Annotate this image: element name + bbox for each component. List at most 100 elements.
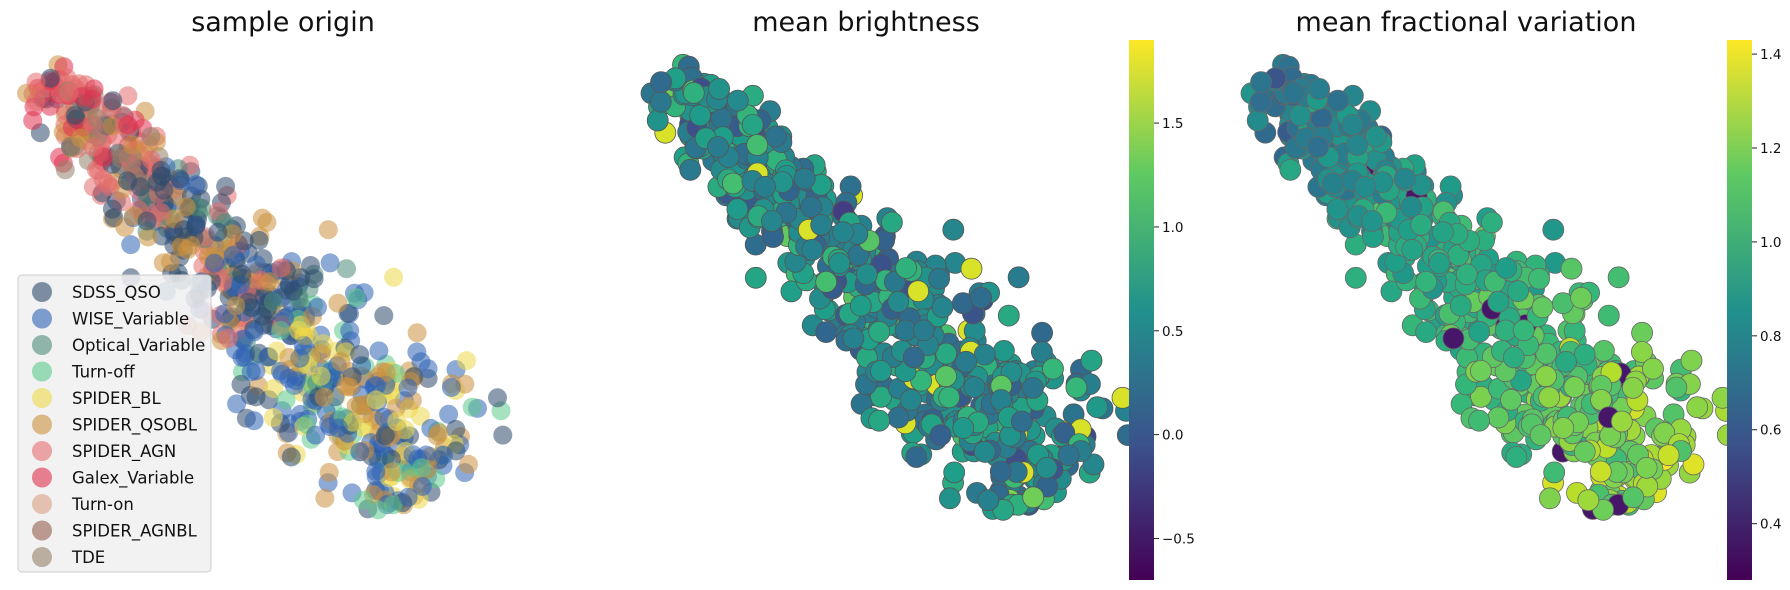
legend-marker: [32, 494, 52, 514]
scatter-point: [412, 477, 432, 496]
colorbar-tick-label: 0.8: [1760, 329, 1781, 345]
scatter-point: [315, 488, 335, 508]
scatter-point: [1415, 321, 1437, 344]
scatter-point: [943, 461, 966, 484]
scatter-point: [1593, 339, 1615, 362]
scatter-point: [1531, 296, 1554, 319]
scatter-point: [902, 346, 925, 369]
scatter-point: [318, 220, 338, 240]
scatter-point: [283, 281, 303, 301]
scatter-point: [232, 264, 252, 284]
scatter-point: [1631, 321, 1653, 344]
scatter-point: [222, 224, 242, 244]
scatter-point: [384, 267, 404, 287]
scatter-point: [366, 462, 386, 481]
scatter-point: [122, 135, 142, 155]
scatter-point: [1468, 320, 1491, 343]
scatter-point: [337, 259, 356, 279]
scatter-point: [1468, 409, 1490, 432]
scatter-point: [689, 104, 711, 127]
scatter-point: [263, 292, 283, 312]
scatter-point: [244, 322, 264, 342]
scatter-point: [374, 306, 394, 326]
scatter-point: [741, 114, 764, 136]
scatter-point: [912, 319, 935, 342]
scatter-point: [707, 136, 729, 158]
scatter-point: [311, 344, 331, 364]
colorbar-tick-label: 0.4: [1760, 517, 1781, 533]
scatter-point: [905, 446, 928, 468]
scatter-point: [989, 460, 1012, 483]
scatter-point: [1589, 460, 1612, 483]
colorbar-tick-label: 1.2: [1760, 141, 1781, 157]
scatter-point: [130, 177, 150, 197]
colorbar-tick-label: 0.5: [1162, 324, 1183, 340]
scatter-point: [1432, 221, 1454, 244]
scatter-point: [1686, 396, 1709, 419]
chart-title: mean fractional variation: [1296, 7, 1637, 38]
scatter-point: [870, 359, 892, 382]
scatter-point: [412, 458, 432, 478]
scatter-point: [744, 266, 767, 289]
scatter-point: [938, 386, 961, 409]
scatter-point: [900, 388, 922, 411]
scatter-point: [264, 379, 284, 399]
scatter-point: [815, 321, 837, 344]
scatter-point: [293, 335, 313, 355]
legend-marker: [32, 520, 52, 541]
scatter-point: [231, 374, 251, 394]
panel-sample-origin: sample origin SDSS_QSO WISE_Variable Optic…: [17, 7, 513, 573]
scatter-point: [1597, 304, 1620, 327]
legend-marker: [32, 335, 52, 355]
scatter-point: [1481, 211, 1503, 234]
scatter-point: [26, 92, 46, 112]
colorbar-tick-label: 1.0: [1162, 220, 1183, 236]
colorbar-tick-label: 0.0: [1162, 428, 1183, 444]
scatter-point: [366, 376, 386, 396]
scatter-point: [218, 328, 238, 348]
scatter-point: [977, 489, 1000, 512]
scatter-point: [286, 371, 306, 391]
legend-label: SPIDER_QSOBL: [72, 416, 198, 436]
scatter-point: [462, 397, 482, 417]
scatter-point: [176, 197, 196, 217]
scatter-points: [1240, 53, 1739, 521]
scatter-point: [249, 230, 269, 250]
scatter-point: [83, 137, 103, 157]
scatter-point: [304, 269, 324, 289]
scatter-point: [23, 111, 43, 130]
scatter-point: [459, 454, 478, 474]
scatter-point: [137, 211, 157, 231]
scatter-point: [340, 321, 360, 341]
scatter-point: [246, 255, 266, 275]
scatter-point: [1529, 424, 1552, 447]
colorbar-tick-label: 1.0: [1760, 235, 1781, 251]
scatter-point: [383, 495, 403, 515]
scatter-point: [1042, 357, 1064, 380]
scatter-point: [457, 351, 476, 371]
scatter-point: [1354, 175, 1376, 198]
scatter-point: [1642, 357, 1664, 380]
scatter-point: [1495, 257, 1517, 279]
scatter-point: [227, 394, 247, 414]
scatter-point: [855, 263, 878, 286]
scatter-point: [368, 500, 388, 520]
scatter-point: [895, 257, 917, 279]
scatter-point: [102, 199, 122, 219]
scatter-point: [1552, 292, 1574, 315]
scatter-point: [308, 297, 327, 317]
scatter-point: [311, 366, 331, 386]
scatter-point: [939, 487, 961, 510]
legend-marker: [32, 361, 52, 382]
scatter-point: [246, 387, 266, 407]
scatter-point: [800, 195, 823, 218]
scatter-point: [780, 280, 803, 303]
colorbar-tick-label: 1.5: [1162, 116, 1183, 132]
scatter-point: [1535, 342, 1558, 365]
scatter-point: [366, 390, 386, 410]
scatter-point: [1415, 270, 1438, 293]
scatter-point: [1361, 210, 1383, 232]
scatter-point: [343, 412, 363, 432]
scatter-point: [1682, 453, 1705, 476]
scatter-point: [1031, 321, 1053, 344]
